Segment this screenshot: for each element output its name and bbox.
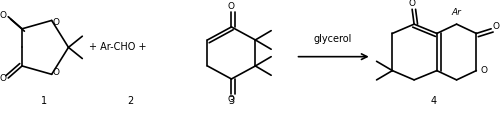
Text: O: O <box>228 2 235 11</box>
Text: O: O <box>52 18 59 27</box>
Text: 3: 3 <box>228 96 234 106</box>
Text: + Ar-CHO +: + Ar-CHO + <box>89 42 146 52</box>
Text: O: O <box>492 22 500 31</box>
Text: glycerol: glycerol <box>314 34 352 44</box>
Text: 1: 1 <box>40 96 47 106</box>
Text: O: O <box>480 66 488 75</box>
Text: 2: 2 <box>128 96 134 106</box>
Text: O: O <box>408 0 416 8</box>
Text: O: O <box>52 68 59 77</box>
Text: O: O <box>0 74 7 83</box>
Text: O: O <box>228 95 235 104</box>
Text: 4: 4 <box>431 96 437 106</box>
Text: Ar: Ar <box>452 8 462 17</box>
Text: O: O <box>0 11 7 20</box>
